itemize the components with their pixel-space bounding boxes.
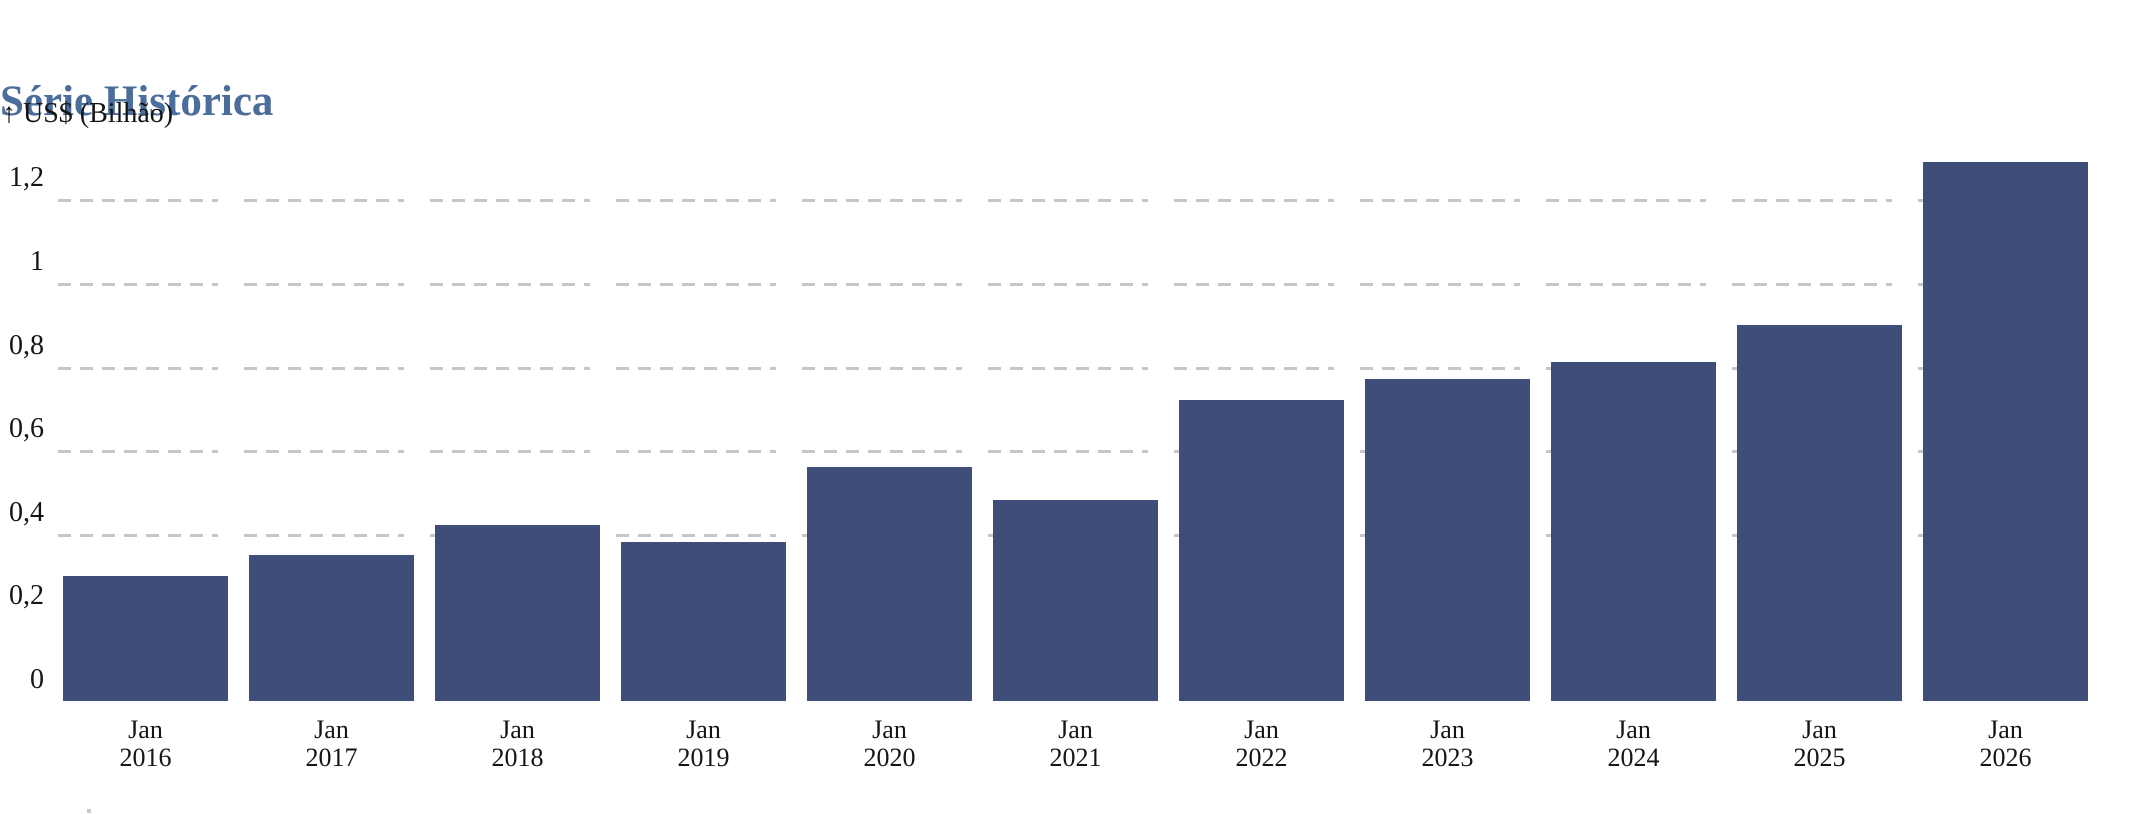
gridline-dash-segment — [430, 199, 590, 202]
gridline-dash-segment — [988, 367, 1148, 370]
gridline-dash-segment — [1174, 199, 1334, 202]
y-axis-tick-label: 1,2 — [9, 162, 44, 193]
gridline-dash-segment — [802, 199, 962, 202]
x-axis-tick-label: Jan 2022 — [1235, 715, 1288, 772]
y-axis-tick-label: 0,4 — [9, 497, 44, 528]
gridline-dash-segment — [1360, 367, 1520, 370]
bar-2025 — [1737, 325, 1902, 701]
gridline-dash-segment — [1546, 283, 1706, 286]
gridline-dash-segment — [988, 199, 1148, 202]
x-axis-tick-label: Jan 2026 — [1979, 715, 2032, 772]
gridline-dash-segment — [244, 534, 404, 537]
bar-2019 — [621, 542, 786, 701]
x-axis-tick-label: Jan 2018 — [491, 715, 544, 772]
bar-2020 — [807, 467, 972, 701]
gridline-dash-segment — [616, 367, 776, 370]
gridline-dash-segment — [616, 283, 776, 286]
bar-2022 — [1179, 400, 1344, 701]
x-axis-tick-label: Jan 2017 — [305, 715, 358, 772]
gridline-dash-segment — [1174, 283, 1334, 286]
gridline-dash-segment — [988, 450, 1148, 453]
gridline-dash-segment — [244, 450, 404, 453]
bar-2016 — [63, 576, 228, 701]
x-axis-tick-label: Jan 2019 — [677, 715, 730, 772]
gridline-dash-segment — [802, 450, 962, 453]
x-axis-tick-label: Jan 2023 — [1421, 715, 1474, 772]
gridline-dash-segment — [430, 283, 590, 286]
x-axis-tick-label: Jan 2021 — [1049, 715, 1102, 772]
gridline-dash-segment — [1360, 283, 1520, 286]
gridline-dash-segment — [58, 199, 218, 202]
chart-title: Série Histórica — [0, 77, 274, 125]
gridline-dash-segment — [616, 199, 776, 202]
gridline-dash-segment — [988, 283, 1148, 286]
y-axis-unit-label: ↑ US$ (Bilhão) — [2, 98, 174, 129]
bar-2026 — [1923, 162, 2088, 701]
gridline-dash-segment — [58, 450, 218, 453]
gridline-dash-segment — [1732, 199, 1892, 202]
gridline-dash-segment — [1174, 367, 1334, 370]
bar-2023 — [1365, 379, 1530, 701]
bar-2018 — [435, 525, 600, 701]
stray-artifact-dot — [87, 809, 91, 813]
x-axis-tick-label: Jan 2020 — [863, 715, 916, 772]
x-axis-tick-label: Jan 2016 — [119, 715, 172, 772]
gridline-dash-segment — [1360, 199, 1520, 202]
gridline-dash-segment — [430, 450, 590, 453]
x-axis-tick-label: Jan 2025 — [1793, 715, 1846, 772]
gridline-dash-segment — [244, 283, 404, 286]
gridline-dash-segment — [58, 534, 218, 537]
bar-2017 — [249, 555, 414, 701]
bar-2021 — [993, 500, 1158, 701]
y-axis-tick-label: 0,6 — [9, 413, 44, 444]
gridline-dash-segment — [802, 367, 962, 370]
y-axis-tick-label: 1 — [30, 246, 44, 277]
x-axis-tick-label: Jan 2024 — [1607, 715, 1660, 772]
gridline-dash-segment — [244, 367, 404, 370]
gridline-dash-segment — [1732, 283, 1892, 286]
gridline-dash-segment — [58, 367, 218, 370]
gridline-dash-segment — [616, 450, 776, 453]
y-axis-tick-label: 0,2 — [9, 580, 44, 611]
gridline-dash-segment — [616, 534, 776, 537]
bar-2024 — [1551, 362, 1716, 701]
y-axis-tick-label: 0 — [30, 664, 44, 695]
gridline-dash-segment — [430, 367, 590, 370]
gridline-dash-segment — [58, 283, 218, 286]
y-axis-tick-label: 0,8 — [9, 330, 44, 361]
gridline-dash-segment — [1546, 199, 1706, 202]
gridline-dash-segment — [802, 283, 962, 286]
gridline-dash-segment — [244, 199, 404, 202]
